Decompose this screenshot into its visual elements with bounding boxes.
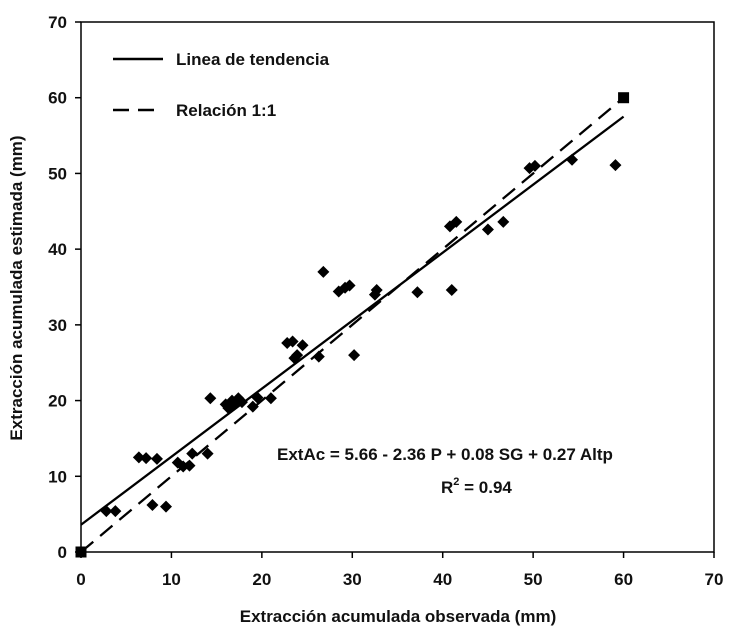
data-point-diamond	[140, 452, 153, 465]
data-point-square	[618, 92, 630, 104]
x-tick-label: 20	[252, 570, 271, 589]
legend-label-trend: Linea de tendencia	[176, 50, 330, 69]
data-point-diamond	[183, 459, 196, 472]
data-point-diamond	[201, 447, 214, 460]
data-point-diamond	[312, 350, 325, 363]
r-squared: R2 = 0.94	[441, 476, 512, 497]
trend-line	[80, 115, 625, 526]
data-point-diamond	[109, 505, 122, 518]
y-tick-label: 50	[48, 164, 67, 183]
data-point-diamond	[411, 286, 424, 299]
y-axis-ticks: 0 10 20 30 40 50 60 70	[48, 13, 81, 562]
r-squared-prefix: R	[441, 478, 453, 497]
r-squared-value: = 0.94	[459, 478, 512, 497]
y-tick-label: 0	[58, 543, 67, 562]
data-point-diamond	[348, 349, 361, 362]
data-point-diamond	[204, 392, 217, 405]
x-tick-label: 0	[76, 570, 85, 589]
data-point-diamond	[160, 500, 173, 513]
y-tick-label: 10	[48, 467, 67, 486]
r-squared-sup: 2	[453, 476, 459, 488]
data-point-diamond	[296, 339, 309, 352]
x-tick-label: 10	[162, 570, 181, 589]
data-points	[75, 92, 630, 558]
x-tick-label: 30	[343, 570, 362, 589]
data-point-diamond	[566, 153, 579, 166]
data-point-diamond	[528, 159, 541, 172]
data-point-diamond	[146, 499, 159, 512]
x-axis-ticks: 0 10 20 30 40 50 60 70	[76, 552, 723, 589]
x-tick-label: 40	[433, 570, 452, 589]
data-point-diamond	[609, 159, 622, 172]
regression-equation: ExtAc = 5.66 - 2.36 P + 0.08 SG + 0.27 A…	[277, 445, 613, 464]
y-axis-title: Extracción acumulada estimada (mm)	[7, 135, 26, 440]
data-point-diamond	[291, 349, 304, 362]
data-point-diamond	[264, 392, 277, 405]
data-point-diamond	[370, 284, 383, 297]
legend: Linea de tendencia Relación 1:1	[113, 50, 330, 120]
data-point-diamond	[246, 400, 259, 413]
y-tick-label: 60	[48, 89, 67, 108]
data-point-diamond	[481, 223, 494, 236]
y-tick-label: 40	[48, 240, 67, 259]
fit-lines	[80, 96, 625, 553]
data-point-diamond	[497, 215, 510, 228]
data-point-square	[75, 546, 87, 558]
data-point-diamond	[317, 265, 330, 278]
x-tick-label: 70	[705, 570, 724, 589]
data-point-diamond	[150, 452, 163, 465]
data-point-diamond	[132, 451, 145, 464]
x-tick-label: 50	[524, 570, 543, 589]
y-tick-label: 30	[48, 316, 67, 335]
data-point-diamond	[445, 284, 458, 297]
data-point-diamond	[343, 279, 356, 292]
y-tick-label: 70	[48, 13, 67, 32]
data-point-diamond	[235, 396, 248, 409]
x-axis-title: Extracción acumulada observada (mm)	[240, 607, 557, 626]
data-point-diamond	[186, 447, 199, 460]
legend-label-one-to-one: Relación 1:1	[176, 101, 276, 120]
data-point-diamond	[450, 215, 463, 228]
data-point-diamond	[286, 335, 299, 348]
one-to-one-line	[80, 96, 625, 553]
y-tick-label: 20	[48, 392, 67, 411]
x-tick-label: 60	[614, 570, 633, 589]
data-point-diamond	[100, 505, 113, 518]
data-point-diamond	[251, 391, 264, 404]
